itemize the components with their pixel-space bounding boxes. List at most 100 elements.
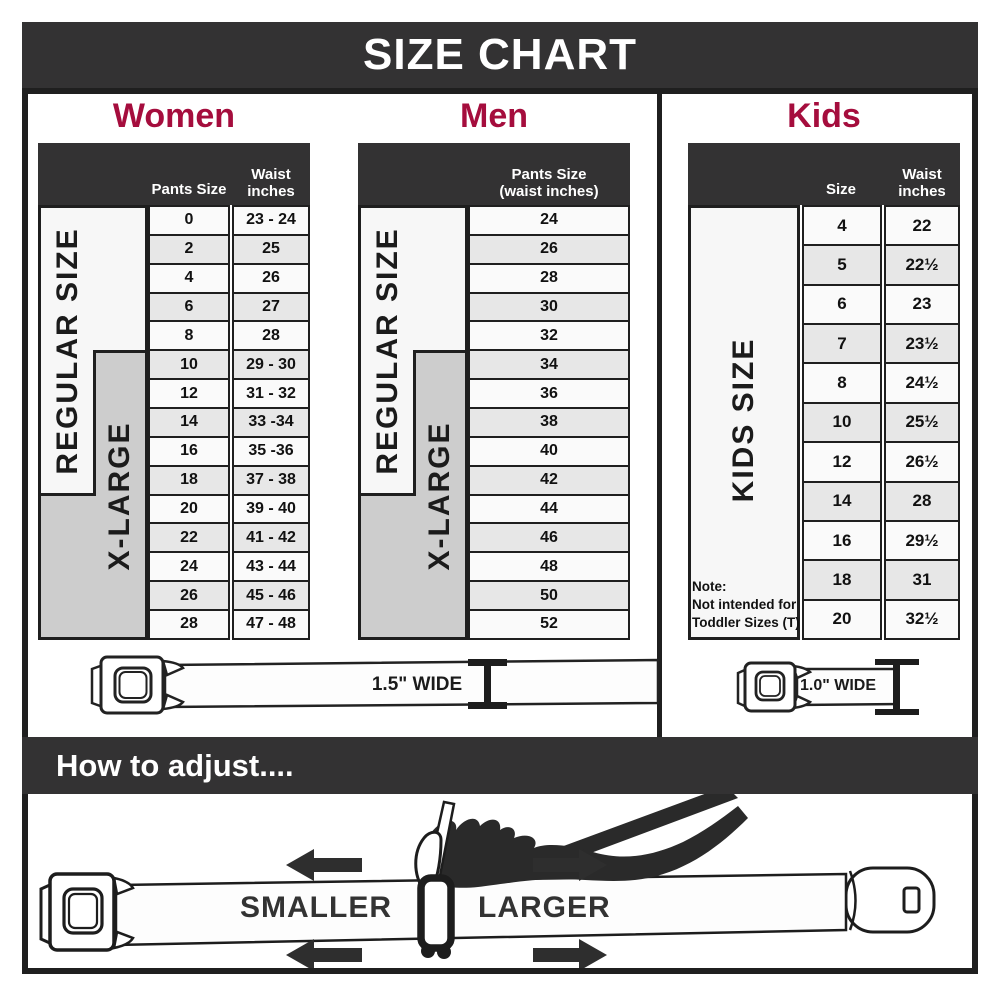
how-to-adjust-title: How to adjust.... <box>56 747 294 783</box>
men-regular-size-label: REGULAR SIZE <box>371 227 404 475</box>
table-cell: 52 <box>468 609 630 640</box>
table-cell: 28 <box>468 262 630 294</box>
adult-belt-graphic <box>90 655 660 715</box>
table-cell: 36 <box>468 378 630 410</box>
table-cell: 48 <box>468 551 630 583</box>
width-marker-icon <box>875 659 919 715</box>
how-to-adjust-bar: How to adjust.... <box>22 737 978 794</box>
table-cell: 16 <box>148 435 230 467</box>
table-cell: 5 <box>802 244 882 286</box>
men-heading: Men <box>460 96 528 135</box>
arrow-right-icon <box>533 939 607 968</box>
table-cell: 6 <box>802 283 882 326</box>
table-cell: 4 <box>148 262 230 294</box>
table-cell: 6 <box>148 291 230 323</box>
table-cell: 8 <box>148 320 230 352</box>
table-cell: 20 <box>802 598 882 640</box>
table-cell: 46 <box>468 522 630 554</box>
table-cell: 29½ <box>884 519 960 562</box>
table-cell: 35 -36 <box>232 435 310 467</box>
women-table-header: Pants Size Waist inches <box>38 143 310 205</box>
kids-table-header: Size Waist inches <box>688 143 960 205</box>
table-cell: 14 <box>148 407 230 438</box>
table-cell: 24½ <box>884 362 960 404</box>
table-cell: 45 - 46 <box>232 580 310 612</box>
kids-belt-width-label: 1.0" WIDE <box>799 677 877 694</box>
arrow-right-icon <box>533 849 607 881</box>
table-cell: 28 <box>232 320 310 352</box>
arrow-left-icon <box>286 849 362 881</box>
kids-col2-header: Waist inches <box>898 165 946 200</box>
slider-clamp <box>417 874 455 959</box>
table-cell: 26 <box>148 580 230 612</box>
table-cell: 10 <box>148 349 230 381</box>
kids-heading: Kids <box>787 96 861 135</box>
title-bar: SIZE CHART <box>22 22 978 88</box>
table-cell: 8 <box>802 362 882 404</box>
arrow-left-icon <box>286 939 362 968</box>
table-cell: 23½ <box>884 323 960 365</box>
women-col2-header: Waist inches <box>247 165 295 200</box>
men-xlarge-label: X-LARGE <box>423 421 456 571</box>
kids-belt-graphic <box>736 659 919 715</box>
kids-note: Note: Not intended for Toddler Sizes (T) <box>692 579 800 630</box>
table-cell: 47 - 48 <box>232 609 310 640</box>
table-cell: 24 <box>468 205 630 236</box>
table-cell: 10 <box>802 401 882 444</box>
table-cell: 38 <box>468 407 630 438</box>
larger-label: LARGER <box>478 891 611 924</box>
table-cell: 20 <box>148 493 230 525</box>
table-cell: 33 -34 <box>232 407 310 438</box>
table-cell: 16 <box>802 519 882 562</box>
kids-waist-column: 22 22½ 23 23½ 24½ 25½ 26½ 28 29½ 31 32½ <box>884 205 960 640</box>
table-cell: 27 <box>232 291 310 323</box>
men-table-header: Pants Size (waist inches) <box>358 143 630 205</box>
seatbelt-buckle-icon <box>736 661 813 713</box>
women-size-rail: REGULAR SIZE X-LARGE <box>38 205 148 640</box>
table-cell: 44 <box>468 493 630 525</box>
table-cell: 22 <box>148 522 230 554</box>
table-cell: 34 <box>468 349 630 381</box>
table-cell: 26 <box>468 233 630 265</box>
women-heading: Women <box>112 96 236 135</box>
table-cell: 18 <box>802 559 882 601</box>
width-marker-icon <box>468 659 507 709</box>
table-cell: 40 <box>468 435 630 467</box>
table-cell: 41 - 42 <box>232 522 310 554</box>
table-cell: 32½ <box>884 598 960 640</box>
table-cell: 28 <box>884 480 960 522</box>
table-cell: 37 - 38 <box>232 464 310 496</box>
women-xlarge-label: X-LARGE <box>103 421 136 571</box>
loose-strap <box>542 794 738 866</box>
table-cell: 22 <box>884 205 960 247</box>
table-cell: 0 <box>148 205 230 236</box>
women-waist-column: 23 - 24 25 26 27 28 29 - 30 31 - 32 33 -34 35 -3… <box>232 205 310 640</box>
table-cell: 12 <box>802 441 882 483</box>
belt-tongue <box>844 866 936 934</box>
women-regular-size-label: REGULAR SIZE <box>51 227 84 475</box>
table-cell: 43 - 44 <box>232 551 310 583</box>
table-cell: 26 <box>232 262 310 294</box>
table-cell: 32 <box>468 320 630 352</box>
table-cell: 22½ <box>884 244 960 286</box>
table-cell: 30 <box>468 291 630 323</box>
men-col-header: Pants Size (waist inches) <box>499 165 599 200</box>
table-cell: 14 <box>802 480 882 522</box>
table-cell: 7 <box>802 323 882 365</box>
kids-size-label: KIDS SIZE <box>727 337 760 503</box>
adjust-diagram <box>39 794 936 968</box>
table-cell: 39 - 40 <box>232 493 310 525</box>
table-cell: 50 <box>468 580 630 612</box>
table-cell: 29 - 30 <box>232 349 310 381</box>
table-cell: 26½ <box>884 441 960 483</box>
men-pants-size-column: 24 26 28 30 32 34 36 38 40 42 44 46 48 50 52 <box>468 205 630 640</box>
table-cell: 24 <box>148 551 230 583</box>
table-cell: 23 <box>884 283 960 326</box>
kids-col1-header: Size <box>825 180 856 198</box>
men-size-rail: REGULAR SIZE X-LARGE <box>358 205 468 640</box>
page-title: SIZE CHART <box>363 30 637 79</box>
section-divider <box>657 88 662 737</box>
table-cell: 31 - 32 <box>232 378 310 410</box>
kids-size-rail: KIDS SIZE <box>688 205 800 640</box>
